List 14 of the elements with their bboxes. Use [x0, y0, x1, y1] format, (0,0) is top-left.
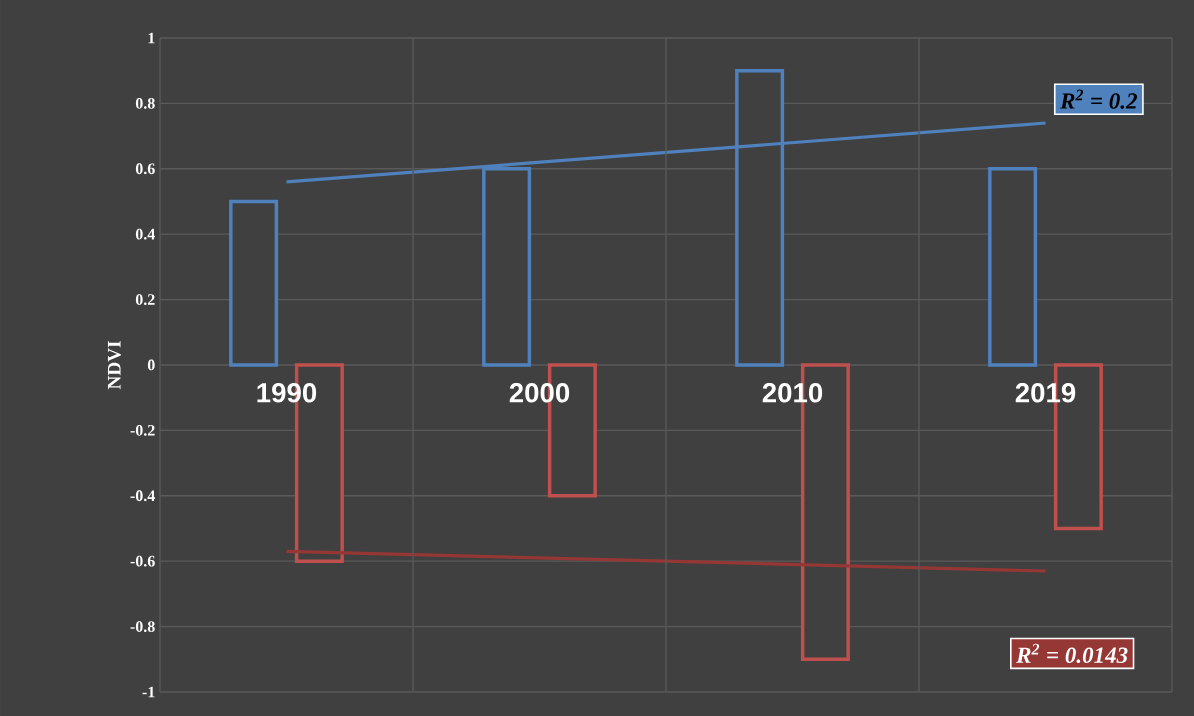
y-tick-label: 0.2 [135, 294, 155, 306]
y-tick-label: -0.6 [130, 555, 155, 567]
y-axis-title: NDVI [107, 341, 121, 390]
y-tick-label: -1 [142, 686, 155, 698]
y-tick-label: -0.4 [130, 490, 155, 502]
y-tick-label: 0 [147, 359, 155, 371]
y-tick-label: 0.6 [135, 163, 155, 175]
y-tick-label: 0.8 [135, 97, 155, 109]
y-tick-label: 1 [148, 32, 155, 44]
y-tick-label: -0.2 [130, 424, 155, 436]
text: R$^{2}$ = 0.0143 [1016, 643, 1128, 664]
y-tick-label: -0.8 [130, 621, 155, 633]
y-tick-label: 0.4 [135, 228, 155, 240]
series-label: R$^{2}$ = 0.2 [1060, 89, 1138, 109]
